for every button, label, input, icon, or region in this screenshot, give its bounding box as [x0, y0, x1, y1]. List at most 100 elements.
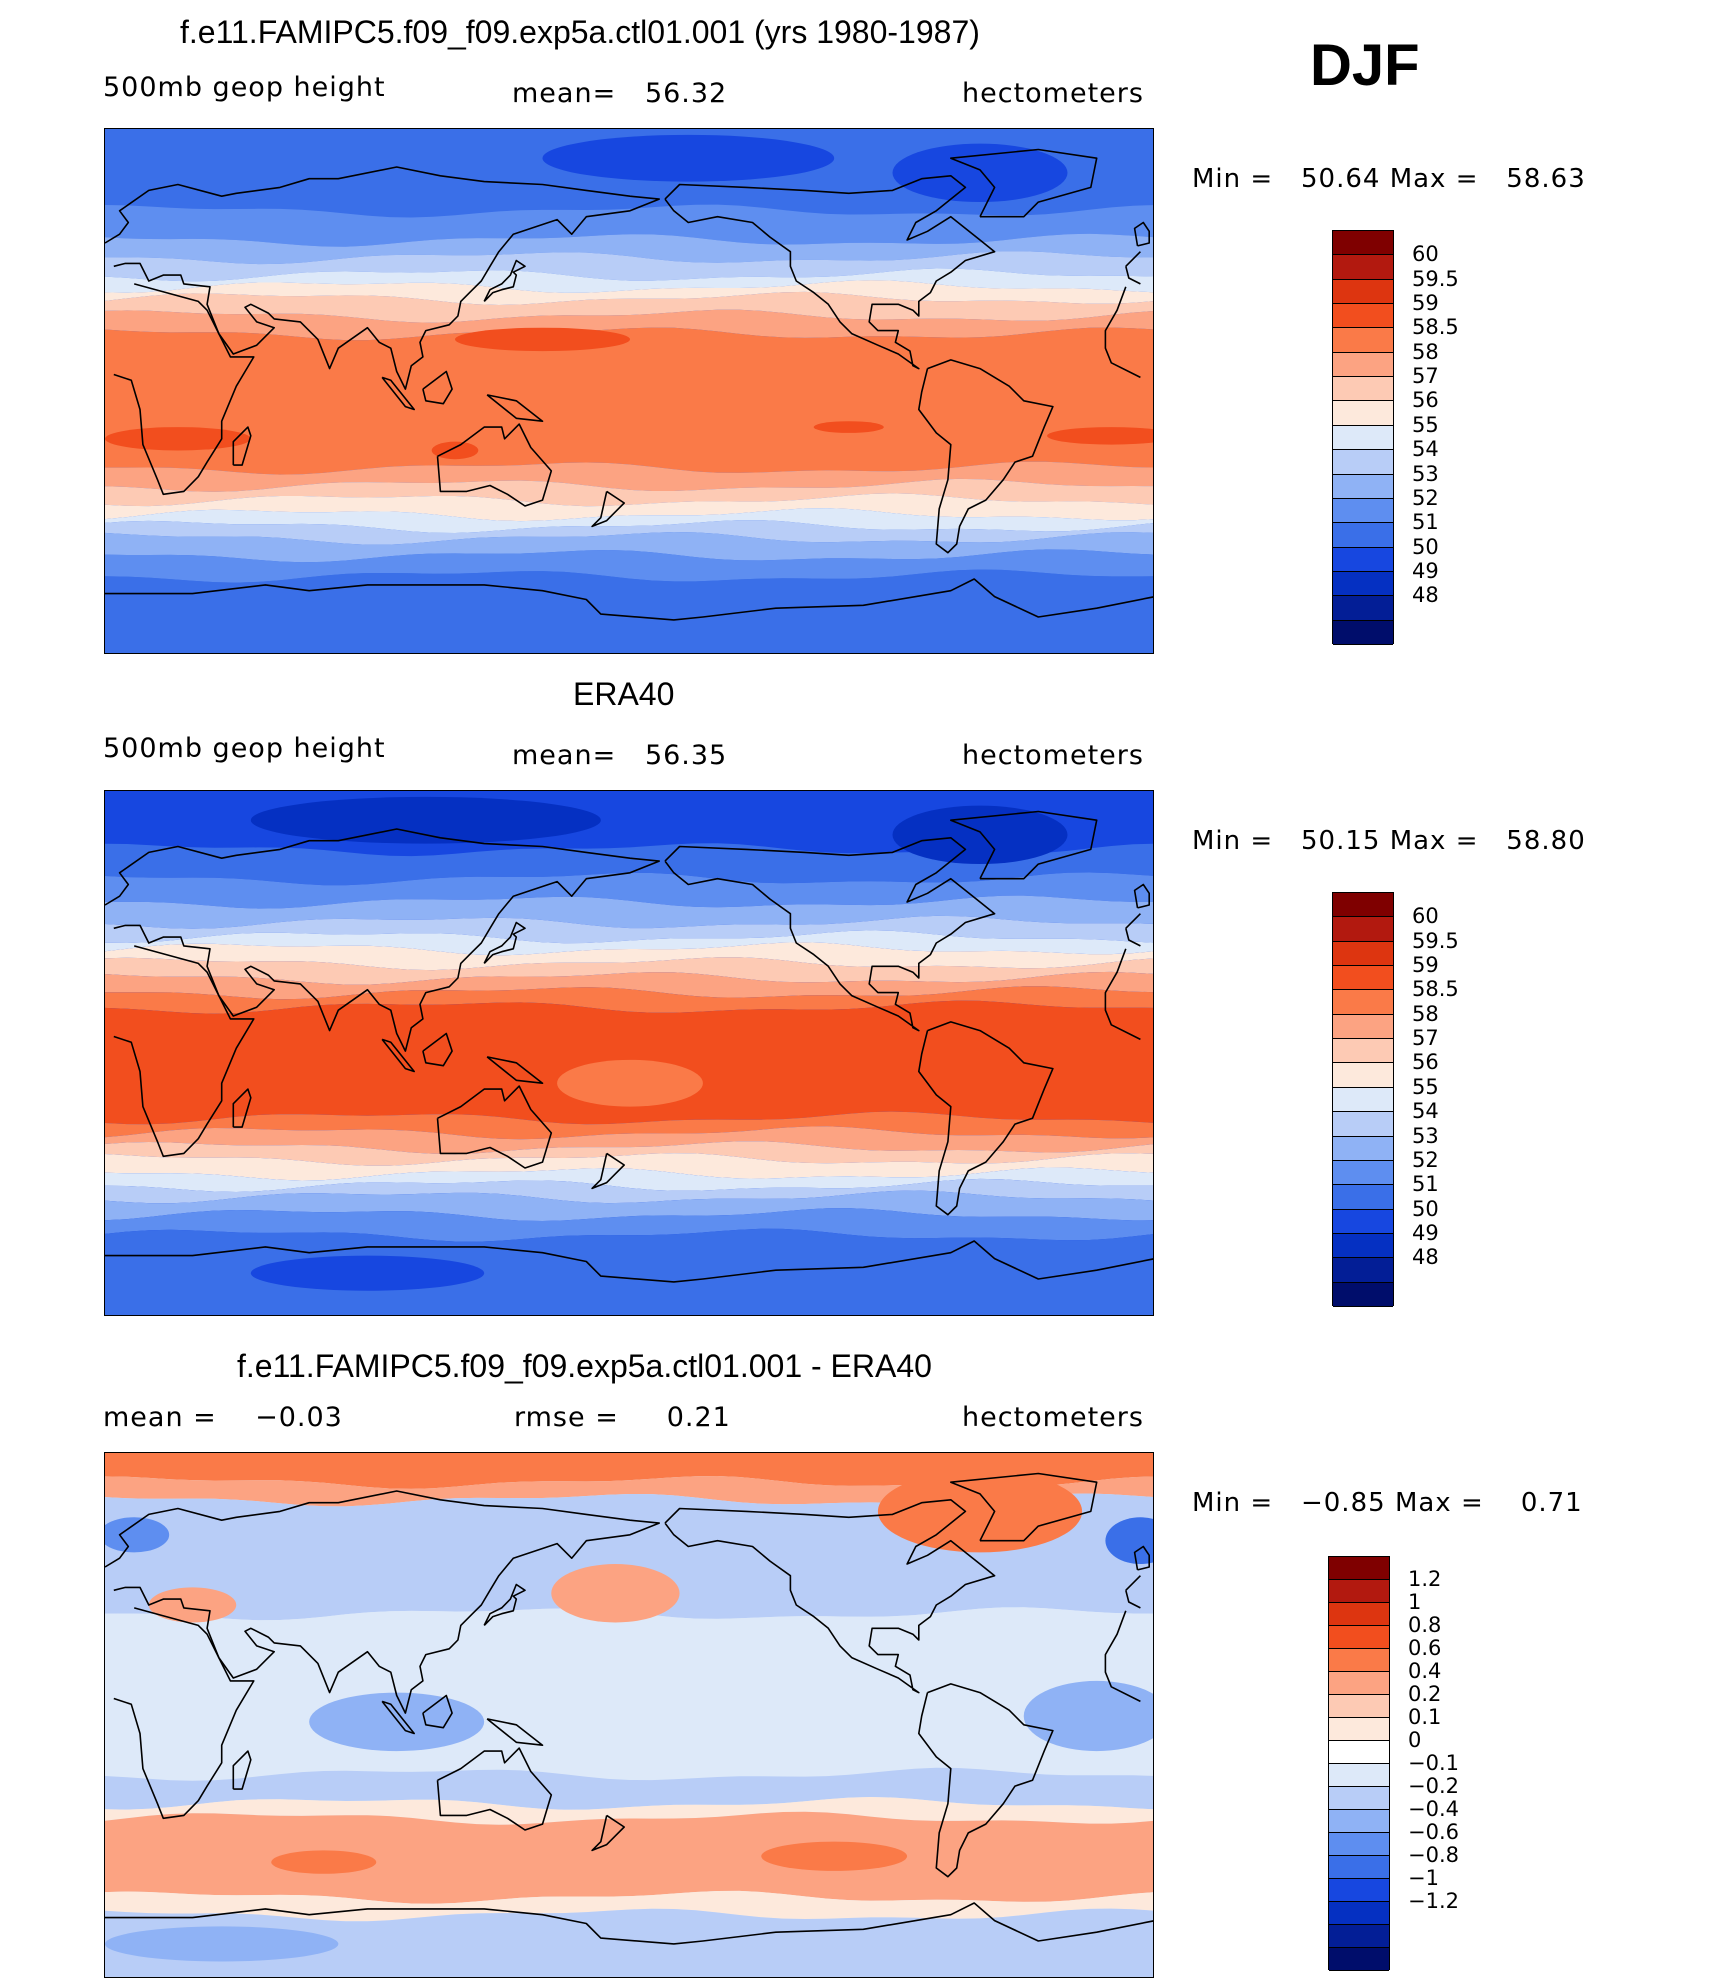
coastline — [113, 1607, 1141, 1820]
colorbar-swatch — [1333, 1063, 1393, 1088]
contour-band — [105, 493, 1153, 522]
coastline — [422, 1694, 453, 1729]
coastline — [664, 175, 996, 370]
contour-band — [105, 478, 1153, 507]
contour-map — [105, 1453, 1153, 1977]
coastline — [918, 1683, 1054, 1878]
coastline — [950, 810, 1098, 880]
colorbar-swatch — [1329, 1695, 1389, 1718]
contour-anomaly — [542, 134, 835, 182]
coastline — [436, 1747, 553, 1831]
contour-anomaly — [892, 805, 1068, 865]
contour-band — [105, 1228, 1153, 1315]
colorbar-swatch — [1333, 1233, 1393, 1259]
coastline — [232, 426, 252, 466]
panel-title: ERA40 — [573, 676, 675, 712]
coastline — [436, 1085, 553, 1169]
colorbar-swatch — [1329, 1741, 1389, 1764]
contour-band — [105, 1797, 1153, 1825]
coastline — [918, 359, 1054, 554]
coastline — [113, 945, 1141, 1158]
season-label: DJF — [1310, 33, 1420, 98]
colorbar-tick-label: 48 — [1412, 583, 1439, 608]
colorbar-tick-label: 0.1 — [1408, 1705, 1442, 1729]
contour-band — [105, 986, 1153, 1014]
colorbar-tick-label: 0.8 — [1408, 1613, 1442, 1637]
contour-band — [105, 461, 1153, 492]
colorbar-swatch — [1333, 893, 1393, 918]
colorbar-swatch — [1333, 523, 1393, 548]
coastline — [918, 1021, 1054, 1216]
colorbar-tick-label: 59.5 — [1412, 928, 1459, 953]
colorbar-tick-label: 60 — [1412, 242, 1439, 267]
coastline — [436, 423, 553, 507]
coastline — [422, 1032, 453, 1067]
contour-band — [105, 1111, 1153, 1140]
contour-anomaly — [1023, 1680, 1153, 1752]
coastline — [1133, 1545, 1150, 1571]
colorbar-swatch — [1333, 547, 1393, 572]
contour-anomaly — [105, 427, 251, 451]
variable-label: 500mb geop height — [103, 72, 386, 103]
colorbar-tick-label: 58.5 — [1412, 315, 1459, 340]
contour-anomaly — [877, 1470, 1083, 1553]
colorbar-tick-label: 56 — [1412, 388, 1439, 413]
colorbar-tick-label: 60 — [1412, 904, 1439, 929]
colorbar-tick-label: 0 — [1408, 1728, 1422, 1752]
coastline — [105, 1902, 1153, 1945]
contour-band — [105, 872, 1153, 909]
colorbar-swatch — [1333, 596, 1393, 621]
contour-band — [105, 251, 1153, 282]
mean-label: mean= 56.32 — [512, 78, 728, 109]
colorbar-swatch — [1333, 304, 1393, 329]
colorbar-swatch — [1329, 1764, 1389, 1787]
min-label: Min = — [1192, 164, 1274, 194]
colorbar-swatch — [1333, 1185, 1393, 1210]
colorbar-swatch — [1333, 1136, 1393, 1161]
coastline — [591, 490, 625, 528]
coastline — [950, 1472, 1098, 1542]
contour-anomaly — [455, 327, 630, 352]
contour-band — [105, 532, 1153, 563]
colorbar-swatch — [1333, 620, 1393, 645]
colorbar-tick-label: −1 — [1408, 1866, 1439, 1890]
colorbar-swatch — [1329, 1557, 1389, 1580]
colorbar-tick-label: 53 — [1412, 461, 1439, 486]
colorbar-swatch — [1333, 231, 1393, 256]
colorbar-swatch — [1333, 401, 1393, 426]
colorbar-swatch — [1333, 328, 1393, 353]
contour-band — [105, 843, 1153, 886]
contour-band — [105, 520, 1153, 545]
colorbar-swatch — [1329, 1833, 1389, 1856]
coastline — [422, 370, 453, 405]
units-label: hectometers — [962, 1402, 1144, 1433]
coastline — [232, 1088, 252, 1128]
colorbar-swatch — [1333, 571, 1393, 597]
coastline — [483, 921, 526, 964]
colorbar-swatch — [1333, 474, 1393, 499]
contour-anomaly — [250, 1255, 485, 1291]
contour-band — [105, 1890, 1153, 1922]
contour-band — [105, 204, 1153, 247]
min-label: Min = — [1192, 826, 1274, 856]
colorbar-model — [1332, 230, 1394, 645]
colorbar-swatch — [1329, 1879, 1389, 1902]
colorbar-swatch — [1329, 1810, 1389, 1833]
colorbar-tick-label: −0.8 — [1408, 1843, 1459, 1867]
contour-band — [105, 327, 1153, 475]
map-panel-obs — [104, 790, 1154, 1316]
colorbar-tick-label: 0.2 — [1408, 1682, 1442, 1706]
colorbar-swatch — [1329, 1925, 1389, 1948]
contour-map — [105, 129, 1153, 653]
colorbar-swatch — [1329, 1902, 1389, 1925]
colorbar-tick-label: 57 — [1412, 1026, 1439, 1051]
colorbar-swatch — [1333, 1014, 1393, 1040]
colorbar-tick-label: 51 — [1412, 510, 1439, 535]
coastline — [483, 1583, 526, 1626]
contour-band — [105, 1141, 1153, 1166]
contour-band — [105, 508, 1153, 533]
colorbar-tick-label: 54 — [1412, 1099, 1439, 1124]
contour-band — [105, 930, 1153, 956]
colorbar-tick-label: 57 — [1412, 364, 1439, 389]
colorbar-swatch — [1329, 1718, 1389, 1741]
